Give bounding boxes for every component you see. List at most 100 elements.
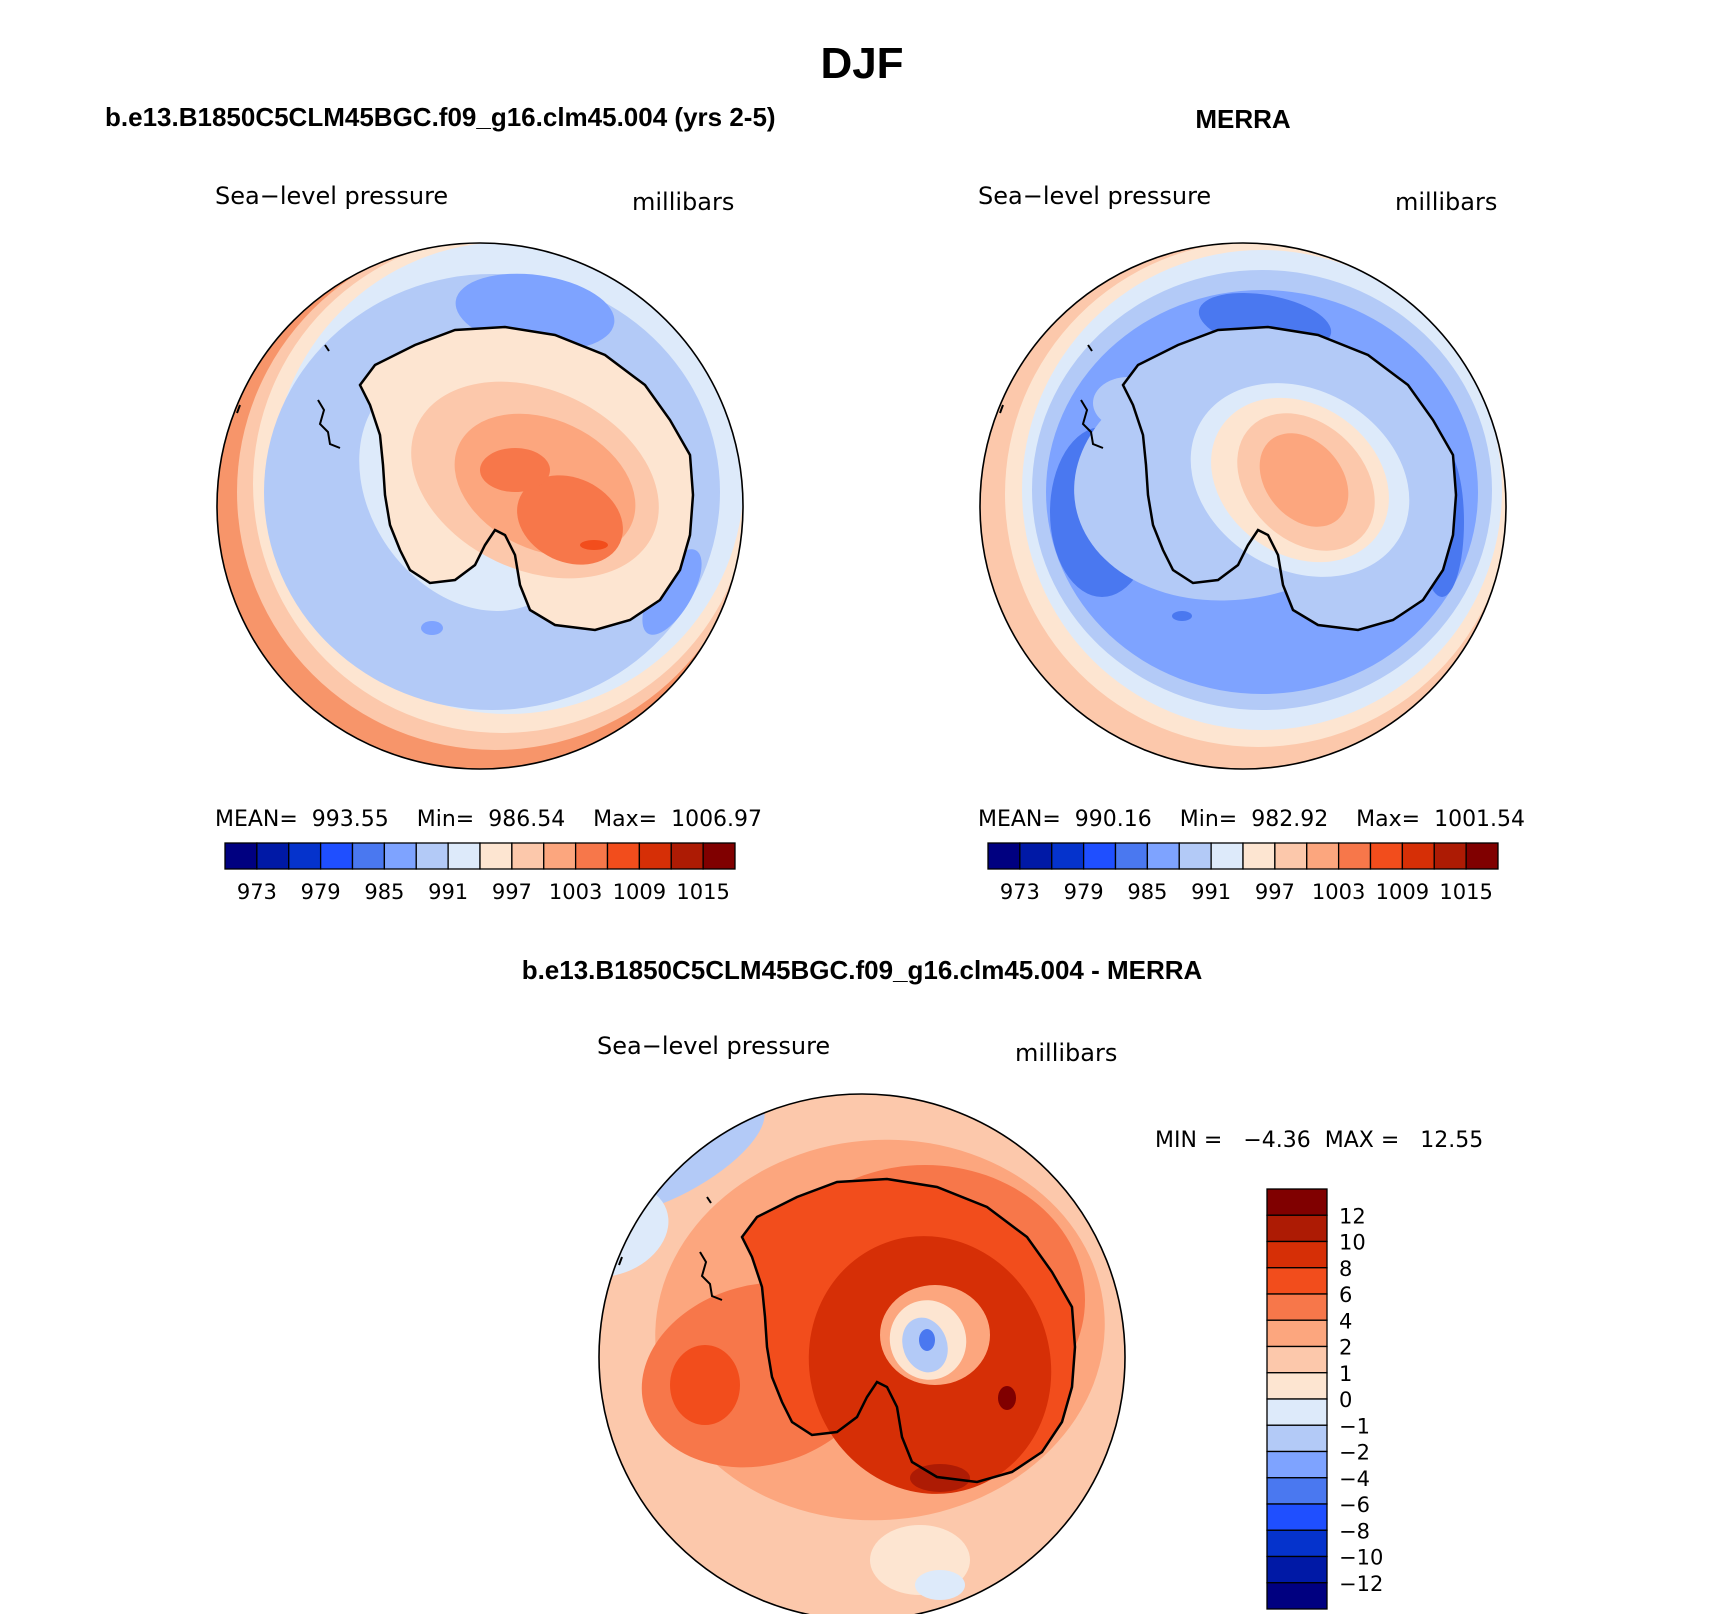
colorbar-merra-swatch [1114,842,1149,870]
colorbar-diff-swatch [1266,1555,1328,1584]
colorbar-merra-swatch [1274,842,1308,870]
panel-model-title: b.e13.B1850C5CLM45BGC.f09_g16.clm45.004 … [105,102,776,132]
colorbar-diff-swatch [1266,1424,1328,1453]
map-merra [980,243,1506,769]
colorbar-model-swatch [447,842,481,870]
colorbar-model-swatch [288,842,322,870]
colorbar-diff-tick-label: −2 [1339,1441,1370,1465]
colorbar-model-tick-label: 1009 [613,880,666,904]
colorbar-diff-tick-label: −1 [1339,1414,1370,1438]
panel-model-units: millibars [632,188,734,216]
colorbar-model-swatch [479,842,513,870]
colorbar-model-tick-label: 991 [428,880,468,904]
colorbar-model-swatch [638,842,672,870]
colorbar-model-tick-label: 1015 [676,880,729,904]
colorbar-diff-swatch [1266,1582,1328,1610]
colorbar-merra-swatch [1337,842,1372,870]
colorbar-diff-swatch [1266,1188,1328,1216]
colorbar-model-swatch [702,842,736,870]
colorbar-merra-swatch [987,842,1021,870]
colorbar-merra: 973 979 985 991 997 1003 1009 1015 [987,842,1499,904]
colorbar-merra-tick-label: 991 [1191,880,1231,904]
panel-merra-title: MERRA [1195,104,1291,134]
colorbar-merra-tick-label: 979 [1064,880,1104,904]
colorbar-merra-swatch [1051,842,1085,870]
colorbar-diff-swatch [1266,1267,1328,1295]
panel-diff-units: millibars [1015,1039,1117,1067]
colorbar-diff-swatch [1266,1450,1328,1479]
map-diff [599,1094,1125,1614]
colorbar-model-tick-label: 973 [237,880,277,904]
colorbar-diff-tick-label: 8 [1339,1257,1352,1281]
map-model-boundary [216,242,744,770]
colorbar-merra-swatch [1082,842,1117,870]
colorbar-merra-tick-label: 1009 [1376,880,1429,904]
colorbar-merra-swatch [1465,842,1499,870]
colorbar-merra-tick-label: 1015 [1439,880,1492,904]
colorbar-diff-swatch [1266,1529,1328,1558]
colorbar-diff-swatch [1266,1503,1328,1531]
colorbar-model-swatch [319,842,354,870]
colorbar-diff-tick-label: −4 [1339,1467,1370,1491]
panel-merra-units: millibars [1395,188,1497,216]
colorbar-model-tick-label: 1003 [549,880,602,904]
colorbar-diff-tick-label: −12 [1339,1572,1383,1596]
colorbar-diff-swatch [1266,1319,1328,1348]
colorbar-model-swatch [670,842,704,870]
colorbar-model-tick-label: 997 [492,880,532,904]
colorbar-diff-tick-label: 1 [1339,1362,1352,1386]
colorbar-merra-swatch [1306,842,1340,870]
panel-diff-title: b.e13.B1850C5CLM45BGC.f09_g16.clm45.004 … [522,955,1203,985]
colorbar-diff-tick-label: −8 [1339,1519,1370,1543]
map-model [217,243,743,769]
colorbar-merra-swatch [1242,842,1276,870]
colorbar-diff-tick-label: 4 [1339,1309,1352,1333]
map-diff-boundary [598,1093,1126,1614]
colorbar-diff-swatch [1266,1214,1328,1243]
panel-diff-stats: MIN = −4.36 MAX = 12.55 [1155,1128,1483,1153]
panel-diff: b.e13.B1850C5CLM45BGC.f09_g16.clm45.004 … [522,955,1483,1614]
panel-model: b.e13.B1850C5CLM45BGC.f09_g16.clm45.004 … [105,102,776,904]
colorbar-diff-tick-label: −6 [1339,1493,1370,1517]
colorbar-model-swatch [543,842,577,870]
colorbar-merra-tick-label: 997 [1255,880,1295,904]
colorbar-merra-swatch [1178,842,1212,870]
colorbar-merra-swatch [1019,842,1053,870]
colorbar-model-swatch [224,842,258,870]
colorbar-model-swatch [511,842,545,870]
colorbar-diff-swatch [1266,1240,1328,1269]
panel-model-variable: Sea−level pressure [215,182,448,210]
colorbar-model-swatch [256,842,290,870]
colorbar-diff-swatch [1266,1398,1328,1426]
panel-merra-variable: Sea−level pressure [978,182,1211,210]
colorbar-merra-tick-label: 985 [1127,880,1167,904]
colorbar-model-swatch [383,842,417,870]
colorbar-diff-tick-label: 6 [1339,1283,1352,1307]
colorbar-merra-swatch [1401,842,1435,870]
panel-model-stats: MEAN= 993.55 Min= 986.54 Max= 1006.97 [215,807,762,832]
colorbar-diff-swatch [1266,1293,1328,1321]
colorbar-model-tick-label: 979 [301,880,341,904]
colorbar-merra-tick-label: 1003 [1312,880,1365,904]
colorbar-diff-swatch [1266,1372,1328,1400]
colorbar-model-tick-label: 985 [364,880,404,904]
colorbar-diff-tick-label: 2 [1339,1336,1352,1360]
colorbar-model-swatch [606,842,641,870]
panel-diff-variable: Sea−level pressure [597,1032,830,1060]
colorbar-diff-swatch [1266,1477,1328,1505]
colorbar-diff-tick-label: 10 [1339,1231,1366,1255]
colorbar-model-swatch [351,842,386,870]
figure-title: DJF [820,39,903,88]
colorbar-merra-swatch [1210,842,1244,870]
colorbar-diff-tick-label: −10 [1339,1546,1383,1570]
colorbar-merra-swatch [1369,842,1404,870]
colorbar-merra-swatch [1146,842,1180,870]
panel-merra: MERRA Sea−level pressure millibars MEA [978,104,1525,904]
colorbar-model-swatch [415,842,449,870]
colorbar-model: 973 979 985 991 997 1003 1009 1015 [224,842,736,904]
colorbar-diff-swatch [1266,1345,1328,1374]
map-merra-boundary [979,242,1507,770]
colorbar-model-swatch [574,842,609,870]
